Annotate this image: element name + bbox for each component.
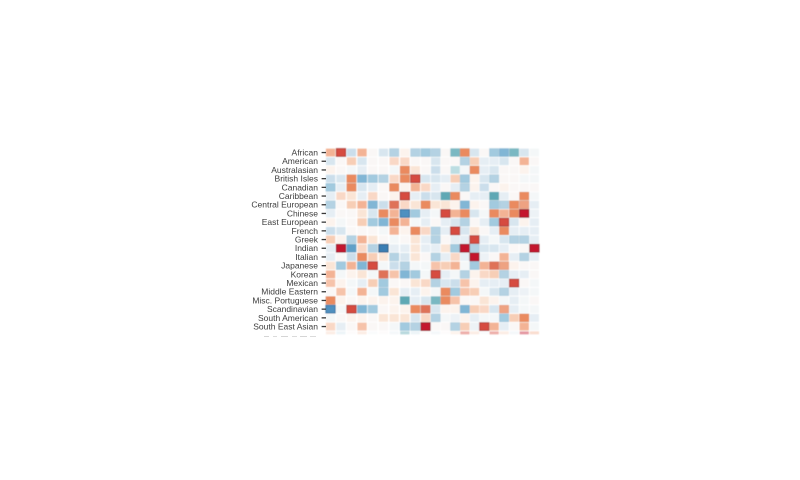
- svg-text:Japanese: Japanese: [281, 261, 318, 271]
- svg-text:French: French: [292, 226, 319, 236]
- svg-text:Australasian: Australasian: [271, 165, 318, 175]
- svg-text:Italian: Italian: [295, 252, 318, 262]
- svg-text:Korean: Korean: [291, 269, 319, 279]
- svg-text:Canadian: Canadian: [282, 182, 319, 192]
- svg-text:Indian: Indian: [295, 243, 318, 253]
- svg-text:British Isles: British Isles: [275, 174, 318, 184]
- svg-text:Misc. Portuguese: Misc. Portuguese: [252, 295, 318, 305]
- svg-text:East European: East European: [262, 217, 319, 227]
- svg-text:African: African: [292, 147, 319, 157]
- svg-text:Central European: Central European: [251, 200, 318, 210]
- svg-text:South American: South American: [258, 313, 318, 323]
- svg-text:Scandinavian: Scandinavian: [267, 304, 318, 314]
- svg-text:Chinese: Chinese: [287, 208, 318, 218]
- svg-text:American: American: [282, 156, 318, 166]
- svg-text:Caribbean: Caribbean: [279, 191, 318, 201]
- svg-text:Greek: Greek: [295, 234, 319, 244]
- svg-text:South East Asian: South East Asian: [253, 321, 318, 331]
- svg-text:Middle Eastern: Middle Eastern: [261, 287, 318, 297]
- svg-text:Mexican: Mexican: [286, 278, 318, 288]
